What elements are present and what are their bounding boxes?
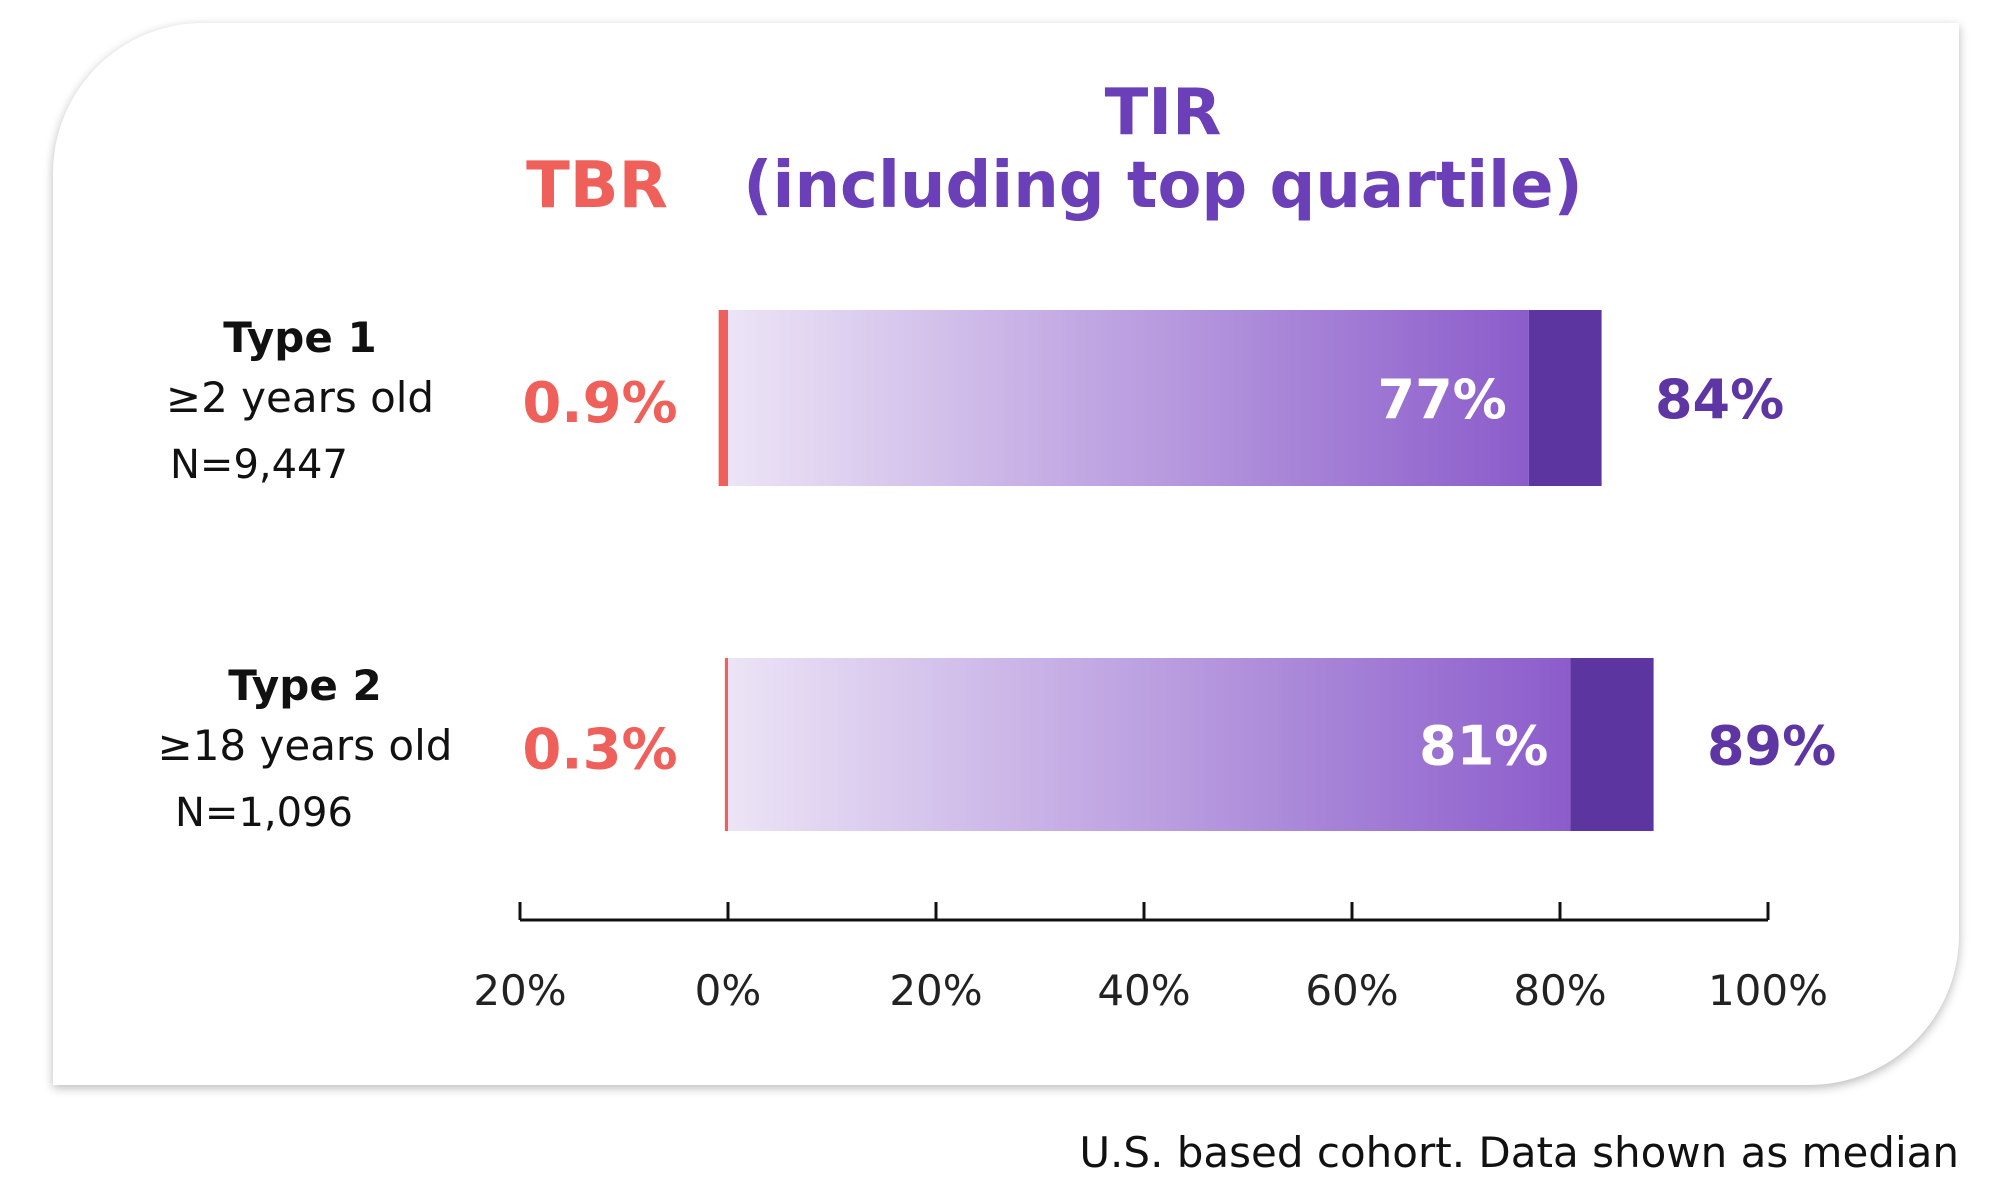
tir-header-line2: (including top quartile) [743, 149, 1583, 223]
footnote: U.S. based cohort. Data shown as median [1079, 1128, 1959, 1177]
group-1: Type 1 ≥2 years old N=9,447 0.9% 77% 84% [166, 310, 1784, 488]
chart-card [53, 23, 1959, 1085]
tick-label: 0% [695, 966, 762, 1015]
tir-value-label: 77% [1378, 368, 1507, 431]
tbr-header: TBR [526, 149, 668, 223]
group-name: Type 2 [228, 661, 381, 710]
group-subtitle: ≥18 years old [158, 721, 453, 770]
tir-top-quartile-value-label: 89% [1707, 715, 1836, 778]
group-n: N=9,447 [170, 442, 348, 488]
tick-label: 100% [1708, 966, 1828, 1015]
group-2: Type 2 ≥18 years old N=1,096 0.3% 81% 89% [158, 658, 1836, 836]
tbr-bar [724, 658, 728, 831]
group-name: Type 1 [223, 313, 376, 362]
tir-top-quartile-bar [1570, 658, 1654, 831]
tir-top-quartile-bar [1528, 310, 1602, 486]
group-n: N=1,096 [175, 790, 353, 836]
tick-label: 40% [1097, 966, 1190, 1015]
tick-label: 60% [1305, 966, 1398, 1015]
tir-top-quartile-value-label: 84% [1655, 368, 1784, 431]
tick-label: 20% [889, 966, 982, 1015]
tbr-value-label: 0.9% [522, 371, 677, 436]
tir-header-line1: TIR [1105, 76, 1222, 150]
tir-bar [728, 310, 1529, 486]
tbr-bar [718, 310, 728, 486]
group-subtitle: ≥2 years old [166, 373, 434, 422]
tir-value-label: 81% [1419, 715, 1548, 778]
tick-label: 80% [1513, 966, 1606, 1015]
tick-label: 20% [473, 966, 566, 1015]
tir-bar [728, 658, 1571, 831]
x-axis: 20% 0% 20% 40% 60% 80% 100% [473, 902, 1828, 1015]
tbr-value-label: 0.3% [522, 718, 677, 783]
